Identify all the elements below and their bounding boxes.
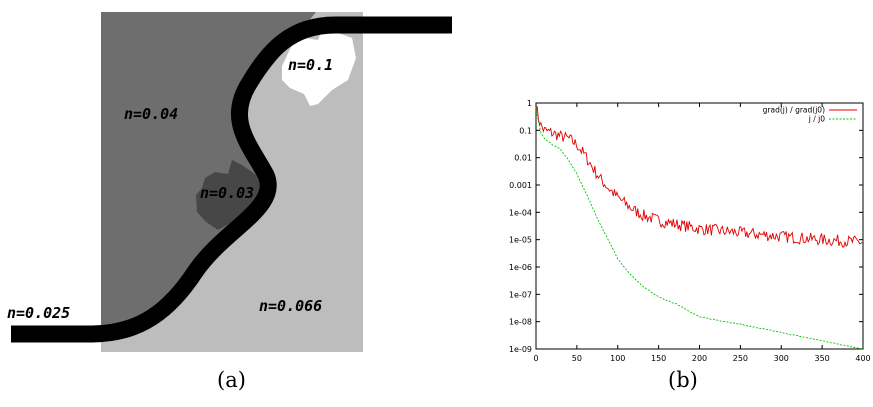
convergence-chart: 1 0.1 0.01 0.001 1e-04 1e-05 1e-06 1e-07 1e-08 1e…: [500, 95, 872, 370]
y-tick-label: 1e-08: [509, 318, 532, 327]
caption-b: (b): [668, 368, 698, 392]
x-tick-label: 150: [651, 354, 666, 363]
x-tick-label: 250: [733, 354, 748, 363]
x-tick-label: 400: [855, 354, 870, 363]
roughness-map: n=0.1 n=0.04 n=0.03 n=0.066 n=0.025: [0, 0, 480, 370]
legend-label-1: grad(j) / grad(j0): [763, 106, 825, 115]
label-n-0-04: n=0.04: [124, 105, 178, 123]
caption-a: (a): [217, 368, 246, 392]
x-tick-label: 350: [814, 354, 829, 363]
legend: grad(j) / grad(j0)j / j0: [763, 106, 857, 124]
label-n-0-03: n=0.03: [200, 184, 254, 202]
y-tick-label: 1e-07: [509, 290, 532, 299]
x-tick-label: 300: [774, 354, 789, 363]
x-tick-label: 0: [533, 354, 538, 363]
y-tick-label: 1e-06: [509, 263, 532, 272]
y-tick-label: 1e-09: [509, 345, 532, 354]
y-tick-label: 1e-04: [509, 208, 532, 217]
y-tick-label: 0.01: [514, 154, 532, 163]
x-axis-ticks: 0 50 100 150 200 250 300 350 400: [533, 103, 870, 363]
x-tick-label: 100: [610, 354, 625, 363]
y-tick-label: 0.001: [509, 181, 532, 190]
y-tick-label: 0.1: [519, 126, 532, 135]
legend-label-2: j / j0: [808, 115, 825, 124]
series-group: [536, 106, 862, 348]
x-tick-label: 50: [572, 354, 582, 363]
label-n-0-066: n=0.066: [259, 297, 322, 315]
label-n-0-025: n=0.025: [7, 304, 70, 322]
series-line-1: [536, 106, 862, 247]
label-n-0-1: n=0.1: [288, 56, 333, 74]
x-tick-label: 200: [692, 354, 707, 363]
y-tick-label: 1: [527, 99, 532, 108]
y-tick-label: 1e-05: [509, 236, 532, 245]
